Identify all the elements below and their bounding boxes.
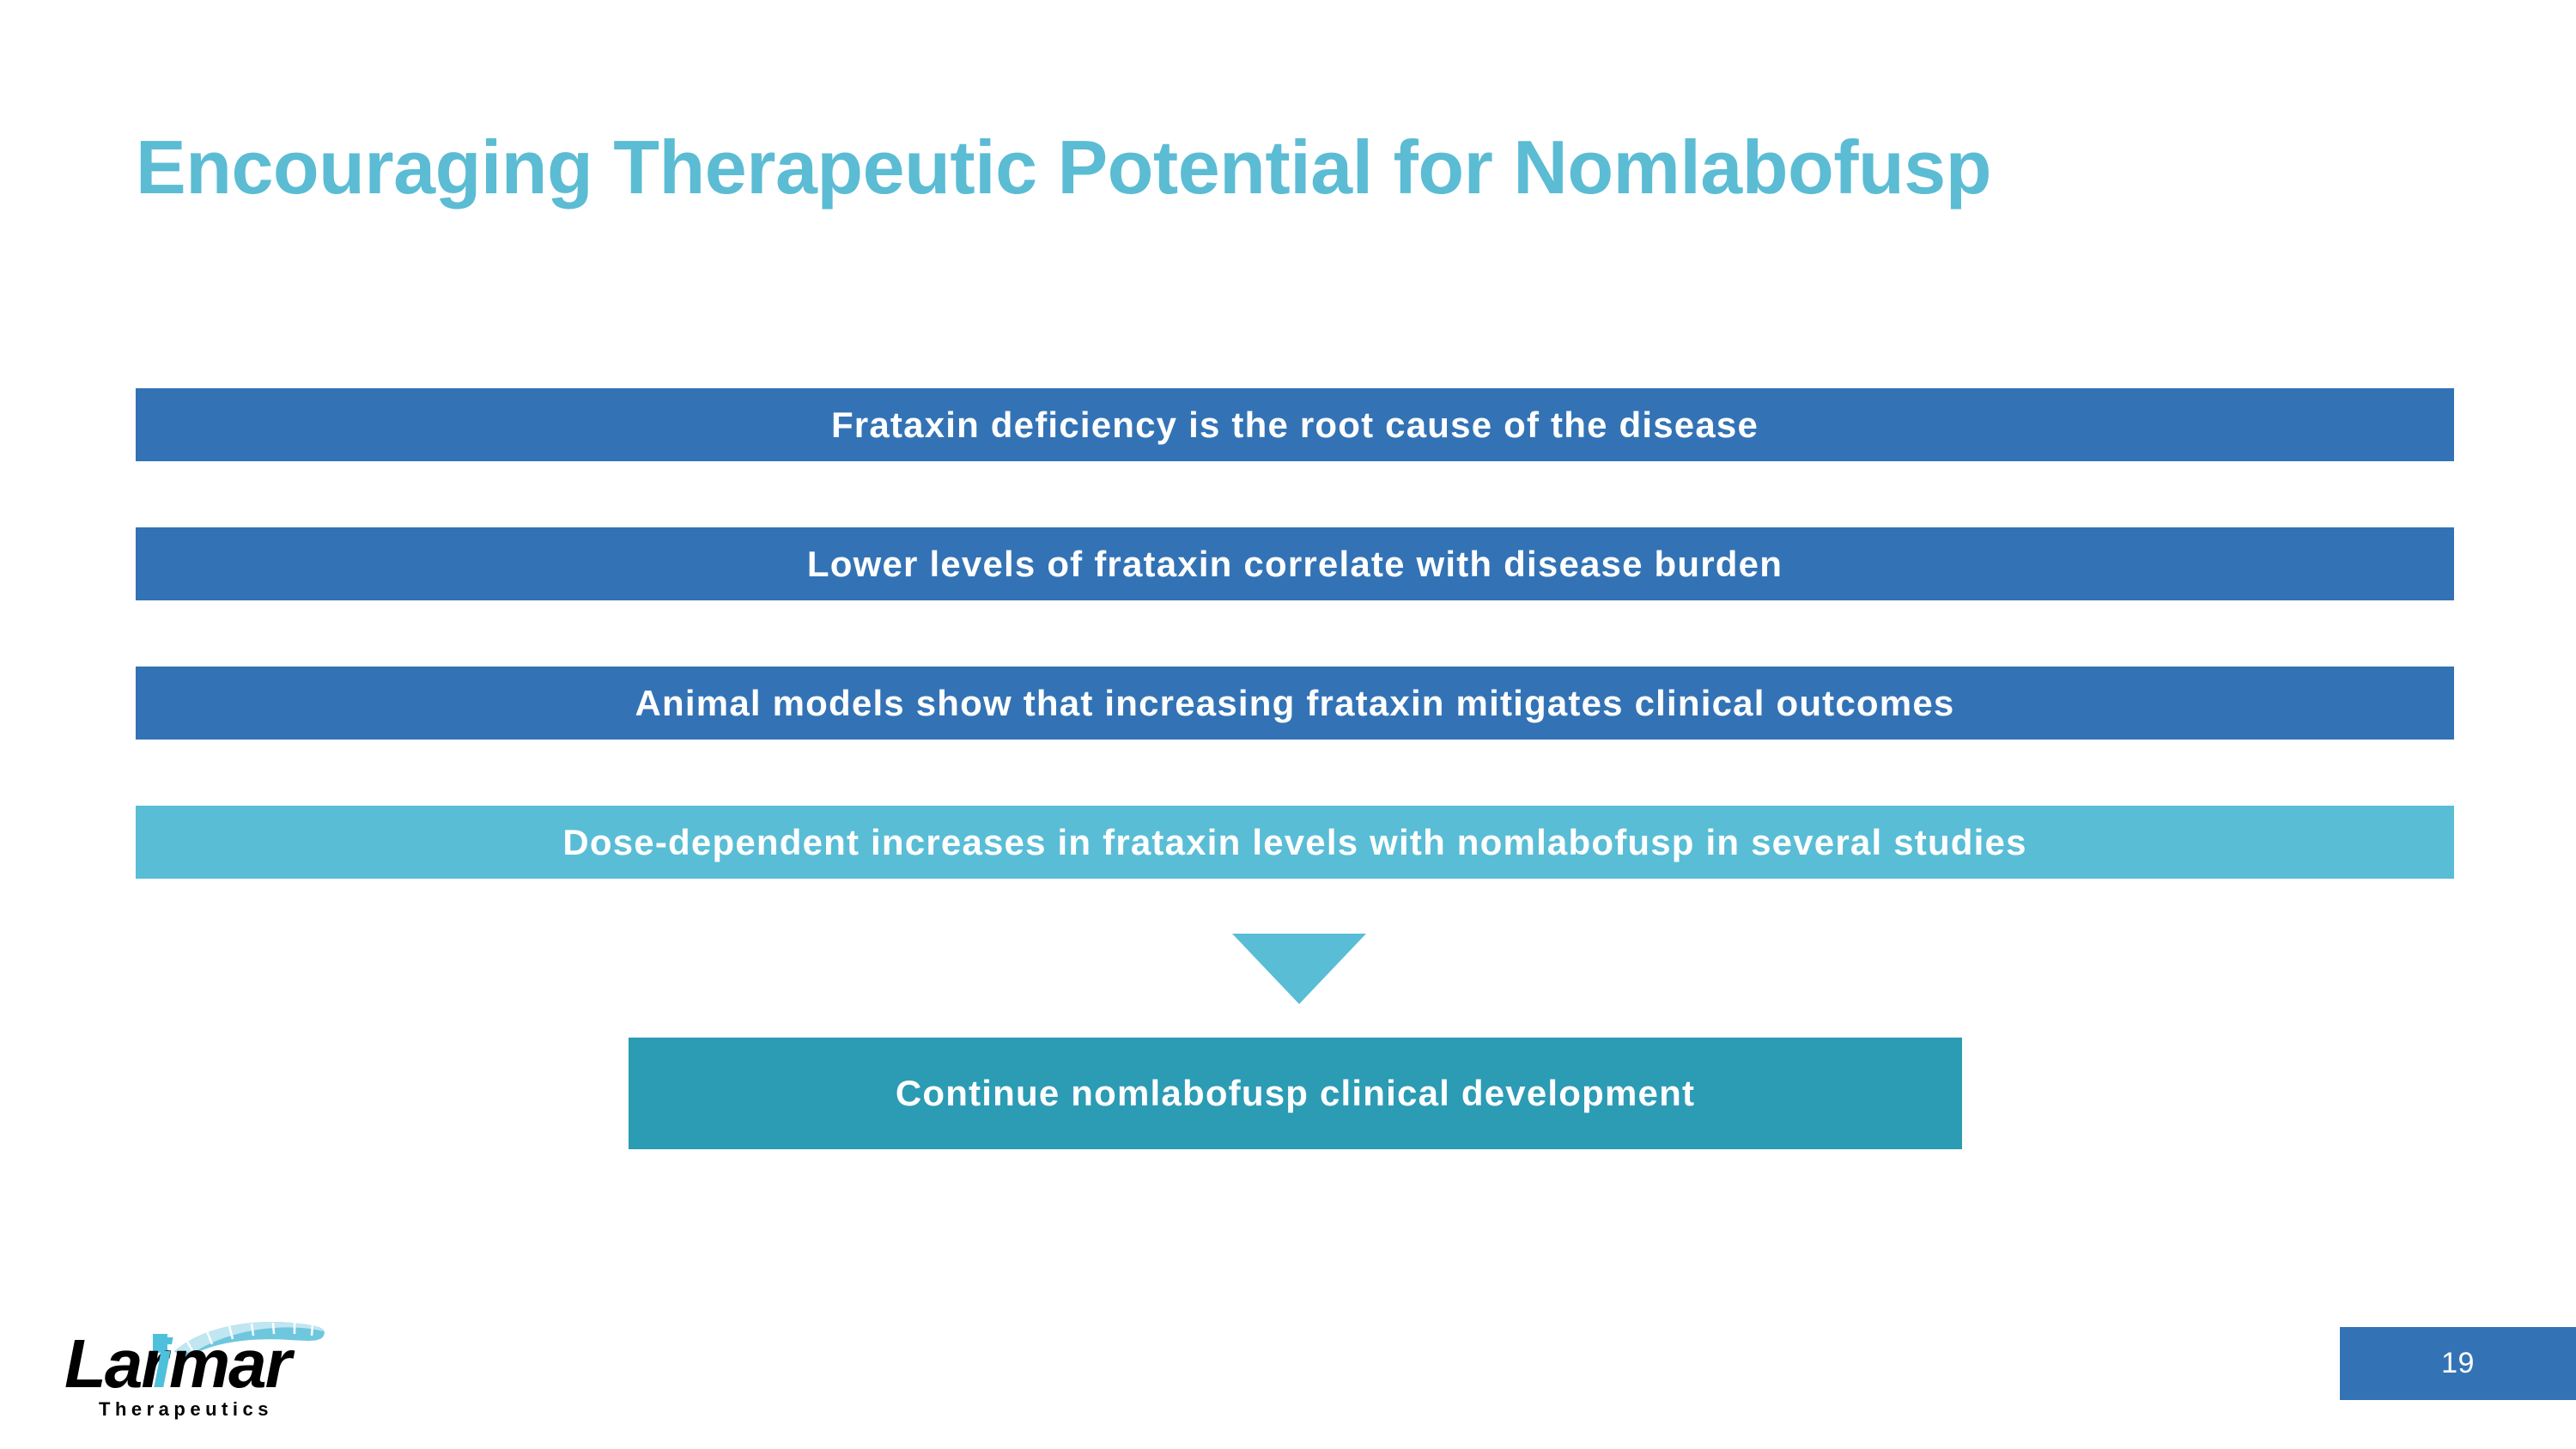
triangle-down-icon [1232, 934, 1366, 1004]
page-title: Encouraging Therapeutic Potential for No… [136, 125, 1991, 210]
logo-i-dot [153, 1334, 167, 1353]
statement-bar-1: Frataxin deficiency is the root cause of… [136, 388, 2454, 461]
statement-bar-4-label: Dose-dependent increases in frataxin lev… [562, 821, 2027, 862]
dna-helix-swoosh-icon [174, 1321, 325, 1360]
page-number-badge: 19 [2340, 1327, 2576, 1400]
statement-bar-1-label: Frataxin deficiency is the root cause of… [830, 404, 1759, 445]
logo-tagline: Therapeutics [99, 1398, 273, 1420]
statement-bar-2-label: Lower levels of frataxin correlate with … [806, 543, 1783, 584]
page-number: 19 [2441, 1347, 2475, 1379]
logo-wordmark: Lar [64, 1325, 171, 1402]
svg-text:mar: mar [169, 1325, 295, 1402]
statement-bar-2: Lower levels of frataxin correlate with … [136, 527, 2454, 600]
larimar-logo: Lar i mar Therapeutics [64, 1318, 331, 1426]
statement-bar-4: Dose-dependent increases in frataxin lev… [136, 806, 2454, 879]
conclusion-label: Continue nomlabofusp clinical developmen… [895, 1073, 1696, 1113]
conclusion-box: Continue nomlabofusp clinical developmen… [629, 1038, 1962, 1149]
statement-bar-3: Animal models show that increasing frata… [136, 667, 2454, 740]
statement-bar-3-label: Animal models show that increasing frata… [635, 682, 1955, 723]
